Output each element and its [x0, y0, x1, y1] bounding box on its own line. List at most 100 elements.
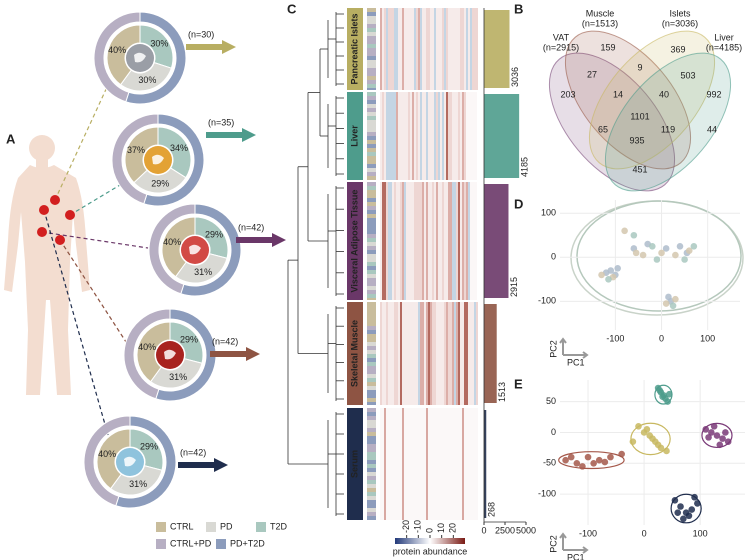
heatmap-cell [426, 8, 428, 90]
heatmap-cell [444, 92, 446, 180]
sample-annotation [367, 64, 376, 68]
sample-annotation [367, 334, 376, 338]
bar-value-label: 1513 [497, 382, 507, 402]
sample-annotation [367, 104, 376, 108]
point [663, 447, 670, 455]
sample-annotation [367, 282, 376, 286]
heatmap-cell [384, 182, 386, 300]
sample-annotation [367, 198, 376, 202]
heatmap-cell [422, 408, 424, 520]
point [677, 503, 684, 510]
heatmap-cell [436, 302, 438, 405]
sample-annotation [367, 100, 376, 104]
point [705, 434, 712, 441]
colorbar-tick-label: -20 [401, 520, 411, 533]
legend-swatch [156, 539, 166, 549]
heatmap-cell [400, 8, 402, 90]
heatmap-cell [460, 8, 462, 90]
heatmap-cell [380, 408, 382, 520]
heatmap-cell [402, 8, 404, 90]
point [590, 459, 597, 467]
venn-set [564, 30, 692, 170]
sample-annotation [367, 182, 376, 186]
sample-annotation [367, 378, 376, 382]
heatmap-cell [436, 8, 438, 90]
point [643, 426, 651, 433]
sample-annotation [367, 452, 376, 456]
heatmap-cell [388, 182, 390, 300]
heatmap-cell [434, 92, 436, 180]
heatmap-cell [384, 92, 386, 180]
heatmap-cell [380, 302, 382, 405]
y-tick-label: 0 [551, 252, 556, 262]
legend-label: CTRL [170, 521, 194, 531]
sample-annotation [367, 318, 376, 322]
inner-segment [161, 216, 196, 278]
sample-annotation [367, 464, 376, 468]
sample-annotation [367, 132, 376, 136]
segment-label: 30% [138, 75, 156, 85]
heatmap-cell [396, 8, 398, 90]
heatmap-cell [388, 302, 390, 405]
point [662, 245, 670, 252]
heatmap-cell [452, 92, 454, 180]
sample-annotation [367, 326, 376, 330]
sample-annotation [367, 128, 376, 132]
heatmap-cell [404, 302, 406, 405]
sample-annotation [367, 278, 376, 282]
point [676, 242, 684, 250]
heatmap-cell [404, 182, 406, 300]
heatmap-cell [414, 182, 416, 300]
heatmap-cell [438, 92, 440, 180]
sample-annotation [367, 436, 376, 440]
heatmap-cell [474, 408, 476, 520]
heatmap-cell [416, 182, 418, 300]
sample-annotation [367, 40, 376, 44]
cluster-ellipse [701, 422, 733, 449]
heatmap-cell [436, 92, 438, 180]
heatmap-cell [394, 302, 396, 405]
sample-annotation [367, 338, 376, 342]
sample-annotation [367, 80, 376, 84]
point [688, 506, 696, 513]
y-tick-label: -50 [543, 458, 556, 468]
panel-label: B [514, 1, 523, 16]
panel-label: D [514, 196, 523, 211]
point [584, 453, 592, 461]
x-tick-label: 100 [693, 528, 708, 538]
venn-set [548, 52, 676, 192]
x-tick-label: 100 [700, 333, 715, 343]
heatmap-cell [452, 182, 454, 300]
heatmap-cell [446, 302, 448, 405]
sample-annotation [367, 374, 376, 378]
sample-annotation [367, 416, 376, 420]
sample-annotation [367, 390, 376, 394]
heatmap-cell [394, 8, 396, 90]
heatmap-cell [456, 408, 458, 520]
heatmap-cell [440, 92, 442, 180]
heatmap-cell [428, 302, 430, 405]
bar [484, 94, 520, 178]
sample-annotation [367, 516, 376, 520]
heatmap-cell [416, 8, 418, 90]
sample-annotation [367, 456, 376, 460]
heatmap-cell [464, 408, 466, 520]
point [654, 441, 662, 449]
bar [484, 184, 509, 298]
heatmap-cell [396, 92, 398, 180]
heatmap-cell [474, 302, 476, 405]
heatmap-cell [460, 408, 462, 520]
body-head [29, 135, 55, 161]
heatmap-cell [396, 182, 398, 300]
heatmap-cell [426, 408, 428, 520]
sample-annotation [367, 484, 376, 488]
sample-annotation [367, 254, 376, 258]
sample-annotation [367, 32, 376, 36]
point [672, 251, 679, 259]
sample-annotation [367, 354, 376, 358]
heatmap-cell [400, 92, 402, 180]
tissue-dot [37, 227, 47, 237]
sample-annotation [367, 230, 376, 234]
heatmap-cell [394, 408, 396, 520]
y-axis-label: PC2 [548, 535, 558, 553]
